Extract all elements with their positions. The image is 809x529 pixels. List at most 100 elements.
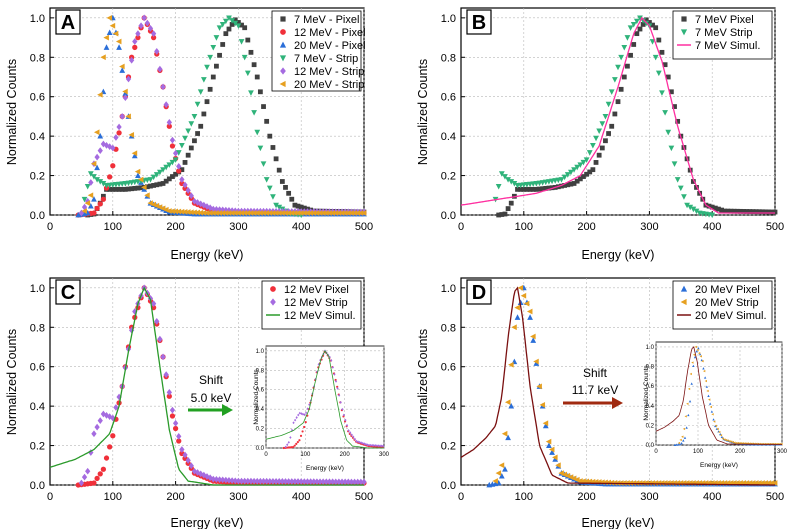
data-point <box>590 167 595 172</box>
data-point <box>94 206 99 211</box>
data-point <box>91 210 96 215</box>
data-point <box>107 444 112 449</box>
y-tick-label: 1.0 <box>30 13 45 25</box>
legend-label: 7 MeV - Strip <box>294 53 358 65</box>
x-tick-label: 100 <box>104 221 122 233</box>
x-tick-label: 300 <box>640 491 658 503</box>
x-tick-label: 0 <box>458 491 464 503</box>
y-tick-label: 1.0 <box>441 13 456 25</box>
x-tick-label: 400 <box>703 491 721 503</box>
data-point <box>198 124 203 129</box>
y-axis-title-c: Normalized Counts <box>5 329 19 435</box>
panel-b: 0 100 200 300 400 500 0.0 0.2 0.4 0.6 0.8 1.0 B Nor… <box>416 8 784 262</box>
data-point <box>214 64 219 69</box>
x-tick-label: 100 <box>104 491 122 503</box>
data-point <box>110 163 115 168</box>
inset-x-tick-label: 200 <box>340 452 351 458</box>
legend-swatch <box>681 16 686 21</box>
data-point <box>186 153 191 158</box>
data-point <box>170 143 175 148</box>
y-tick-label: 1.0 <box>441 283 456 295</box>
y-tick-label: 0.2 <box>441 171 456 183</box>
data-point <box>94 476 99 481</box>
data-point <box>506 206 511 211</box>
inset-y-tick-label: 0.2 <box>256 427 265 433</box>
data-point <box>283 185 288 190</box>
data-point <box>208 87 213 92</box>
data-point <box>258 89 263 94</box>
legend-label: 20 MeV Pixel <box>695 284 760 296</box>
x-tick-label: 200 <box>577 491 595 503</box>
inset-x-tick-label: 100 <box>300 452 311 458</box>
y-tick-label: 0.4 <box>441 401 456 413</box>
data-point <box>303 426 305 428</box>
x-tick-label: 400 <box>292 221 310 233</box>
inset-x-axis-title-d: Energy (keV) <box>700 462 738 469</box>
legend-label: 7 MeV Strip <box>695 27 752 39</box>
y-tick-label: 0.2 <box>30 171 45 183</box>
panel-label-b: B <box>472 12 486 34</box>
x-axis-title-b: Energy (keV) <box>582 248 655 262</box>
data-point <box>600 146 605 151</box>
legend-swatch <box>280 16 285 21</box>
panel-a: 0 100 200 300 400 5000.00.20.40.60.81.0 A Nor… <box>5 8 373 262</box>
data-point <box>289 197 294 202</box>
inset-y-tick-label: 0.0 <box>256 446 265 452</box>
x-tick-label: 100 <box>515 221 533 233</box>
data-point <box>301 430 303 432</box>
x-tick-label: 500 <box>355 491 373 503</box>
data-point <box>503 212 508 217</box>
inset-y-tick-label: 1.0 <box>256 349 265 355</box>
shift-label-d: Shift <box>583 366 608 380</box>
y-axis-title-b: Normalized Counts <box>416 59 430 165</box>
legend-label: 20 MeV - Strip <box>294 79 364 91</box>
x-tick-label: 500 <box>766 491 784 503</box>
data-point <box>628 53 633 58</box>
data-point <box>274 156 279 161</box>
data-point <box>656 38 661 43</box>
shift-value-d: 11.7 keV <box>572 383 618 397</box>
data-point <box>189 146 194 151</box>
inset-x-tick-label: 300 <box>379 452 390 458</box>
inset-y-axis-title-d: Normalized Counts <box>643 365 650 421</box>
data-point <box>300 435 302 437</box>
data-point <box>107 174 112 179</box>
data-point <box>116 130 121 135</box>
y-axis-title-d: Normalized Counts <box>416 329 430 435</box>
y-tick-label: 0.2 <box>441 441 456 453</box>
x-tick-label: 200 <box>166 221 184 233</box>
legend-label: 12 MeV Pixel <box>284 284 349 296</box>
y-axis-title-a: Normalized Counts <box>5 59 19 165</box>
y-tick-label: 0.4 <box>441 131 456 143</box>
data-point <box>220 42 225 47</box>
legend-label: 12 MeV Simul. <box>284 310 356 322</box>
data-point <box>606 131 611 136</box>
x-tick-label: 500 <box>766 221 784 233</box>
data-point <box>173 426 178 431</box>
panel-d: 0 100 200 300 400 5000.00.20.40.60.81.0 D Nor… <box>416 278 788 529</box>
data-point <box>616 99 621 104</box>
data-point <box>622 75 627 80</box>
x-tick-label: 200 <box>577 221 595 233</box>
data-point <box>211 75 216 80</box>
y-tick-label: 0.0 <box>30 480 45 492</box>
data-point <box>619 87 624 92</box>
y-tick-label: 0.8 <box>441 52 456 64</box>
panel-c: 0 100 200 300 400 5000.00.20.40.60.81.0 C Nor… <box>5 278 390 529</box>
legend-a: 7 MeV - Pixel12 MeV - Pixel20 MeV - Pixe… <box>272 11 366 91</box>
x-tick-label: 100 <box>515 491 533 503</box>
data-point <box>509 201 514 206</box>
y-tick-label: 0.6 <box>441 92 456 104</box>
x-tick-label: 0 <box>47 491 53 503</box>
data-point <box>638 27 643 32</box>
data-point <box>252 62 257 67</box>
y-tick-label: 0.6 <box>30 92 45 104</box>
data-point <box>223 31 228 36</box>
data-point <box>183 160 188 165</box>
data-point <box>101 197 106 202</box>
legend-label: 12 MeV Strip <box>284 297 348 309</box>
x-tick-label: 0 <box>458 221 464 233</box>
x-axis-title-a: Energy (keV) <box>171 248 244 262</box>
x-tick-label: 300 <box>640 221 658 233</box>
data-point <box>205 99 210 104</box>
